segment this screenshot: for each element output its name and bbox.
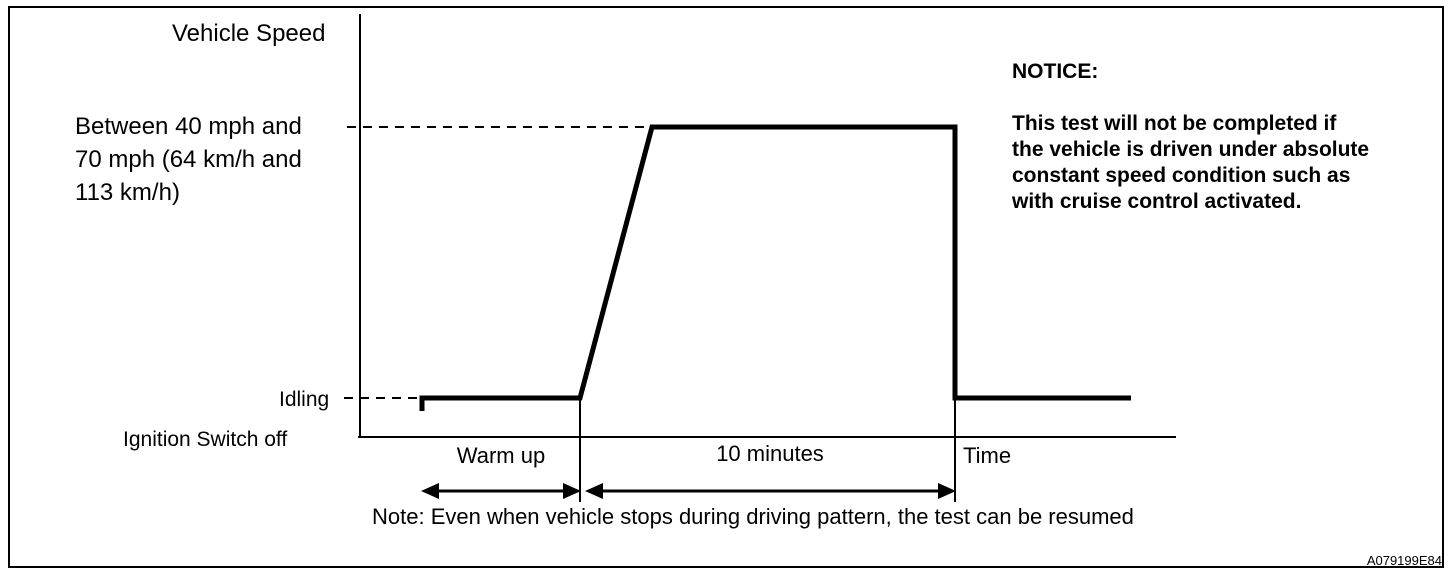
idling-label: Idling bbox=[279, 388, 330, 411]
notice-body-line-1: This test will not be completed if bbox=[1012, 112, 1337, 135]
resume-note: Note: Even when vehicle stops during dri… bbox=[372, 504, 1134, 529]
speed-band-line-1: Between 40 mph and bbox=[75, 113, 302, 140]
ten-minutes-arrow-right-head-icon bbox=[938, 483, 956, 499]
speed-trace bbox=[419, 124, 1131, 411]
notice-title: NOTICE: bbox=[1012, 60, 1099, 83]
speed-band-line-2: 70 mph (64 km/h and bbox=[75, 146, 302, 173]
warm-up-arrow-left-head-icon bbox=[421, 483, 439, 499]
warm-up-label: Warm up bbox=[456, 443, 546, 468]
warm-up-arrow-right-head-icon bbox=[563, 483, 581, 499]
notice-body: This test will not be completed if the v… bbox=[1012, 111, 1369, 215]
notice-body-line-4: with cruise control activated. bbox=[1012, 190, 1302, 213]
ten-minutes-arrow bbox=[585, 483, 956, 499]
figure-border bbox=[8, 6, 1444, 568]
notice-body-line-3: constant speed condition such as bbox=[1012, 164, 1351, 187]
ten-minutes-arrow-left-head-icon bbox=[585, 483, 603, 499]
notice-body-line-2: the vehicle is driven under absolute bbox=[1012, 138, 1370, 161]
reference-code: A079199E84 bbox=[1366, 553, 1442, 568]
ten-minutes-label: 10 minutes bbox=[716, 441, 824, 466]
ignition-switch-off-label: Ignition Switch off bbox=[123, 428, 288, 451]
speed-band-line-3: 113 km/h) bbox=[75, 179, 180, 206]
warm-up-arrow bbox=[421, 483, 581, 499]
x-axis-time-label: Time bbox=[963, 443, 1012, 468]
speed-band-label: Between 40 mph and 70 mph (64 km/h and 1… bbox=[75, 110, 302, 209]
y-axis-title: Vehicle Speed bbox=[172, 20, 326, 47]
